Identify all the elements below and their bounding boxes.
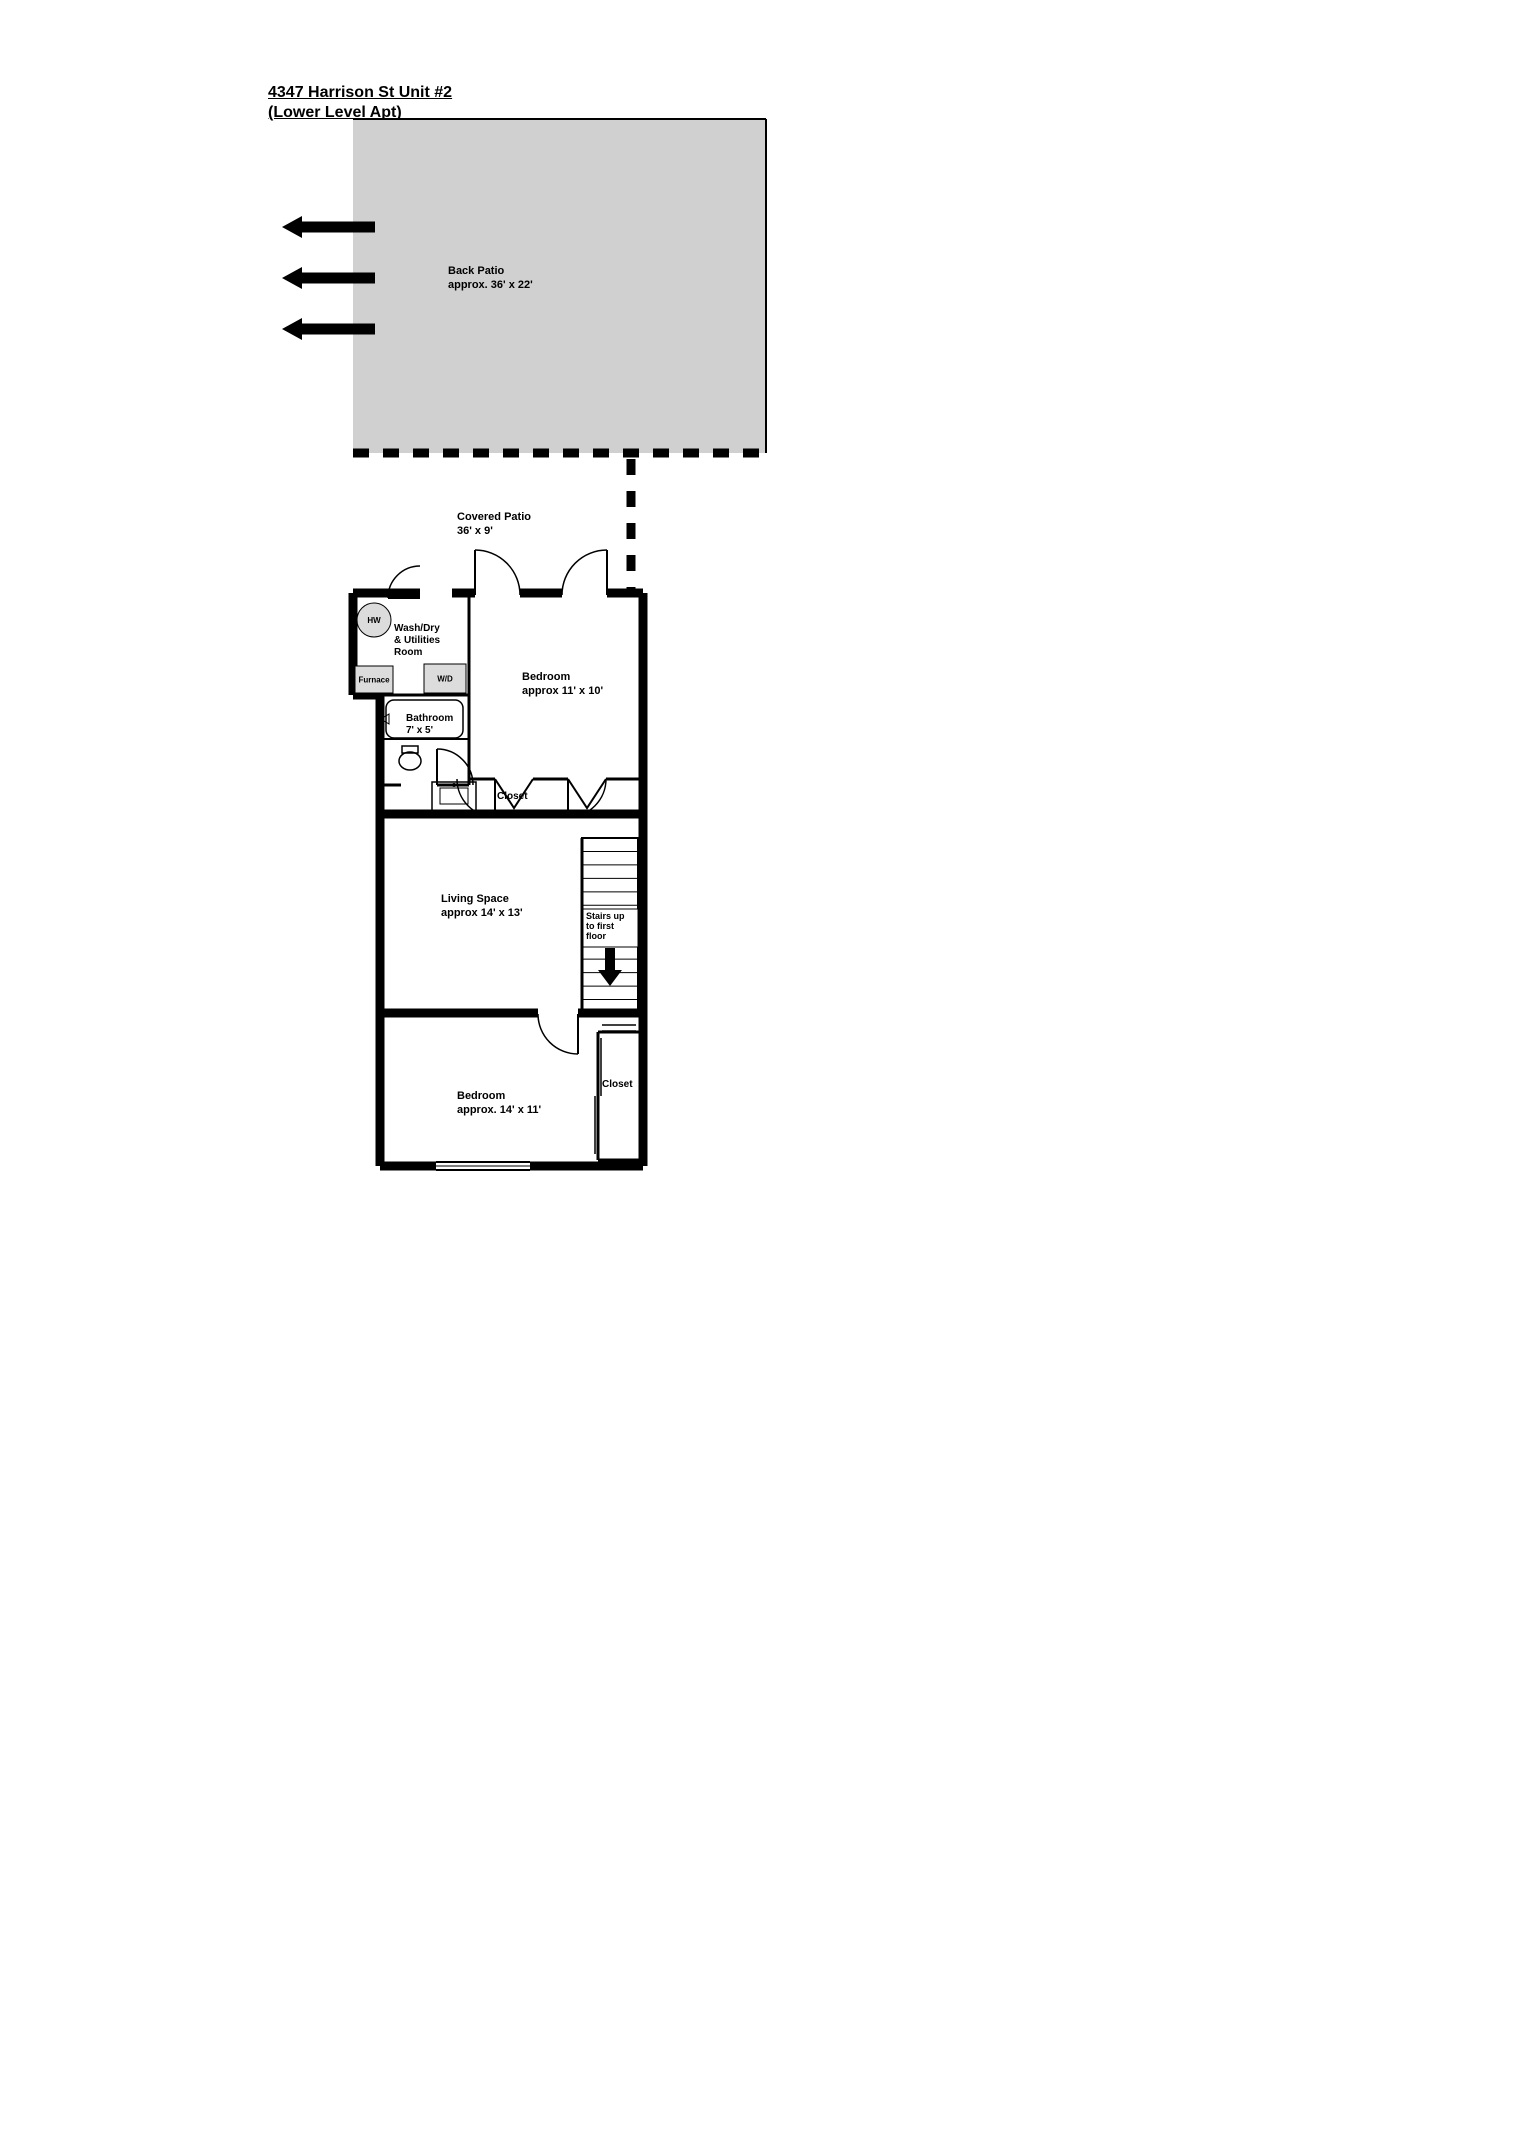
svg-text:approx. 14' x 11': approx. 14' x 11' bbox=[457, 1104, 541, 1116]
svg-text:approx 14' x 13': approx 14' x 13' bbox=[441, 907, 523, 919]
svg-text:Wash/Dry: Wash/Dry bbox=[394, 623, 440, 634]
floorplan-page: 4347 Harrison St Unit #2 (Lower Level Ap… bbox=[0, 0, 1516, 2152]
svg-text:approx 11' x 10': approx 11' x 10' bbox=[522, 685, 603, 697]
svg-text:Closet: Closet bbox=[497, 791, 528, 802]
svg-text:floor: floor bbox=[586, 931, 606, 941]
svg-text:36' x 9': 36' x 9' bbox=[457, 525, 493, 537]
svg-text:Furnace: Furnace bbox=[358, 676, 390, 685]
svg-text:7' x 5': 7' x 5' bbox=[406, 725, 433, 736]
svg-text:Bedroom: Bedroom bbox=[522, 671, 571, 683]
svg-text:Bathroom: Bathroom bbox=[406, 713, 453, 724]
svg-text:Back Patio: Back Patio bbox=[448, 265, 505, 277]
svg-text:Closet: Closet bbox=[602, 1079, 633, 1090]
svg-text:W/D: W/D bbox=[437, 675, 453, 684]
svg-text:Covered Patio: Covered Patio bbox=[457, 511, 531, 523]
svg-text:Living Space: Living Space bbox=[441, 893, 509, 905]
svg-text:approx. 36' x 22': approx. 36' x 22' bbox=[448, 279, 533, 291]
svg-text:to first: to first bbox=[586, 921, 614, 931]
floorplan-svg: Back Patio approx. 36' x 22' Covered Patio… bbox=[0, 0, 1516, 2152]
svg-text:Stairs up: Stairs up bbox=[586, 911, 625, 921]
svg-text:& Utilities: & Utilities bbox=[394, 635, 441, 646]
svg-text:HW: HW bbox=[367, 616, 381, 625]
svg-text:Bedroom: Bedroom bbox=[457, 1090, 506, 1102]
svg-text:Room: Room bbox=[394, 647, 422, 658]
